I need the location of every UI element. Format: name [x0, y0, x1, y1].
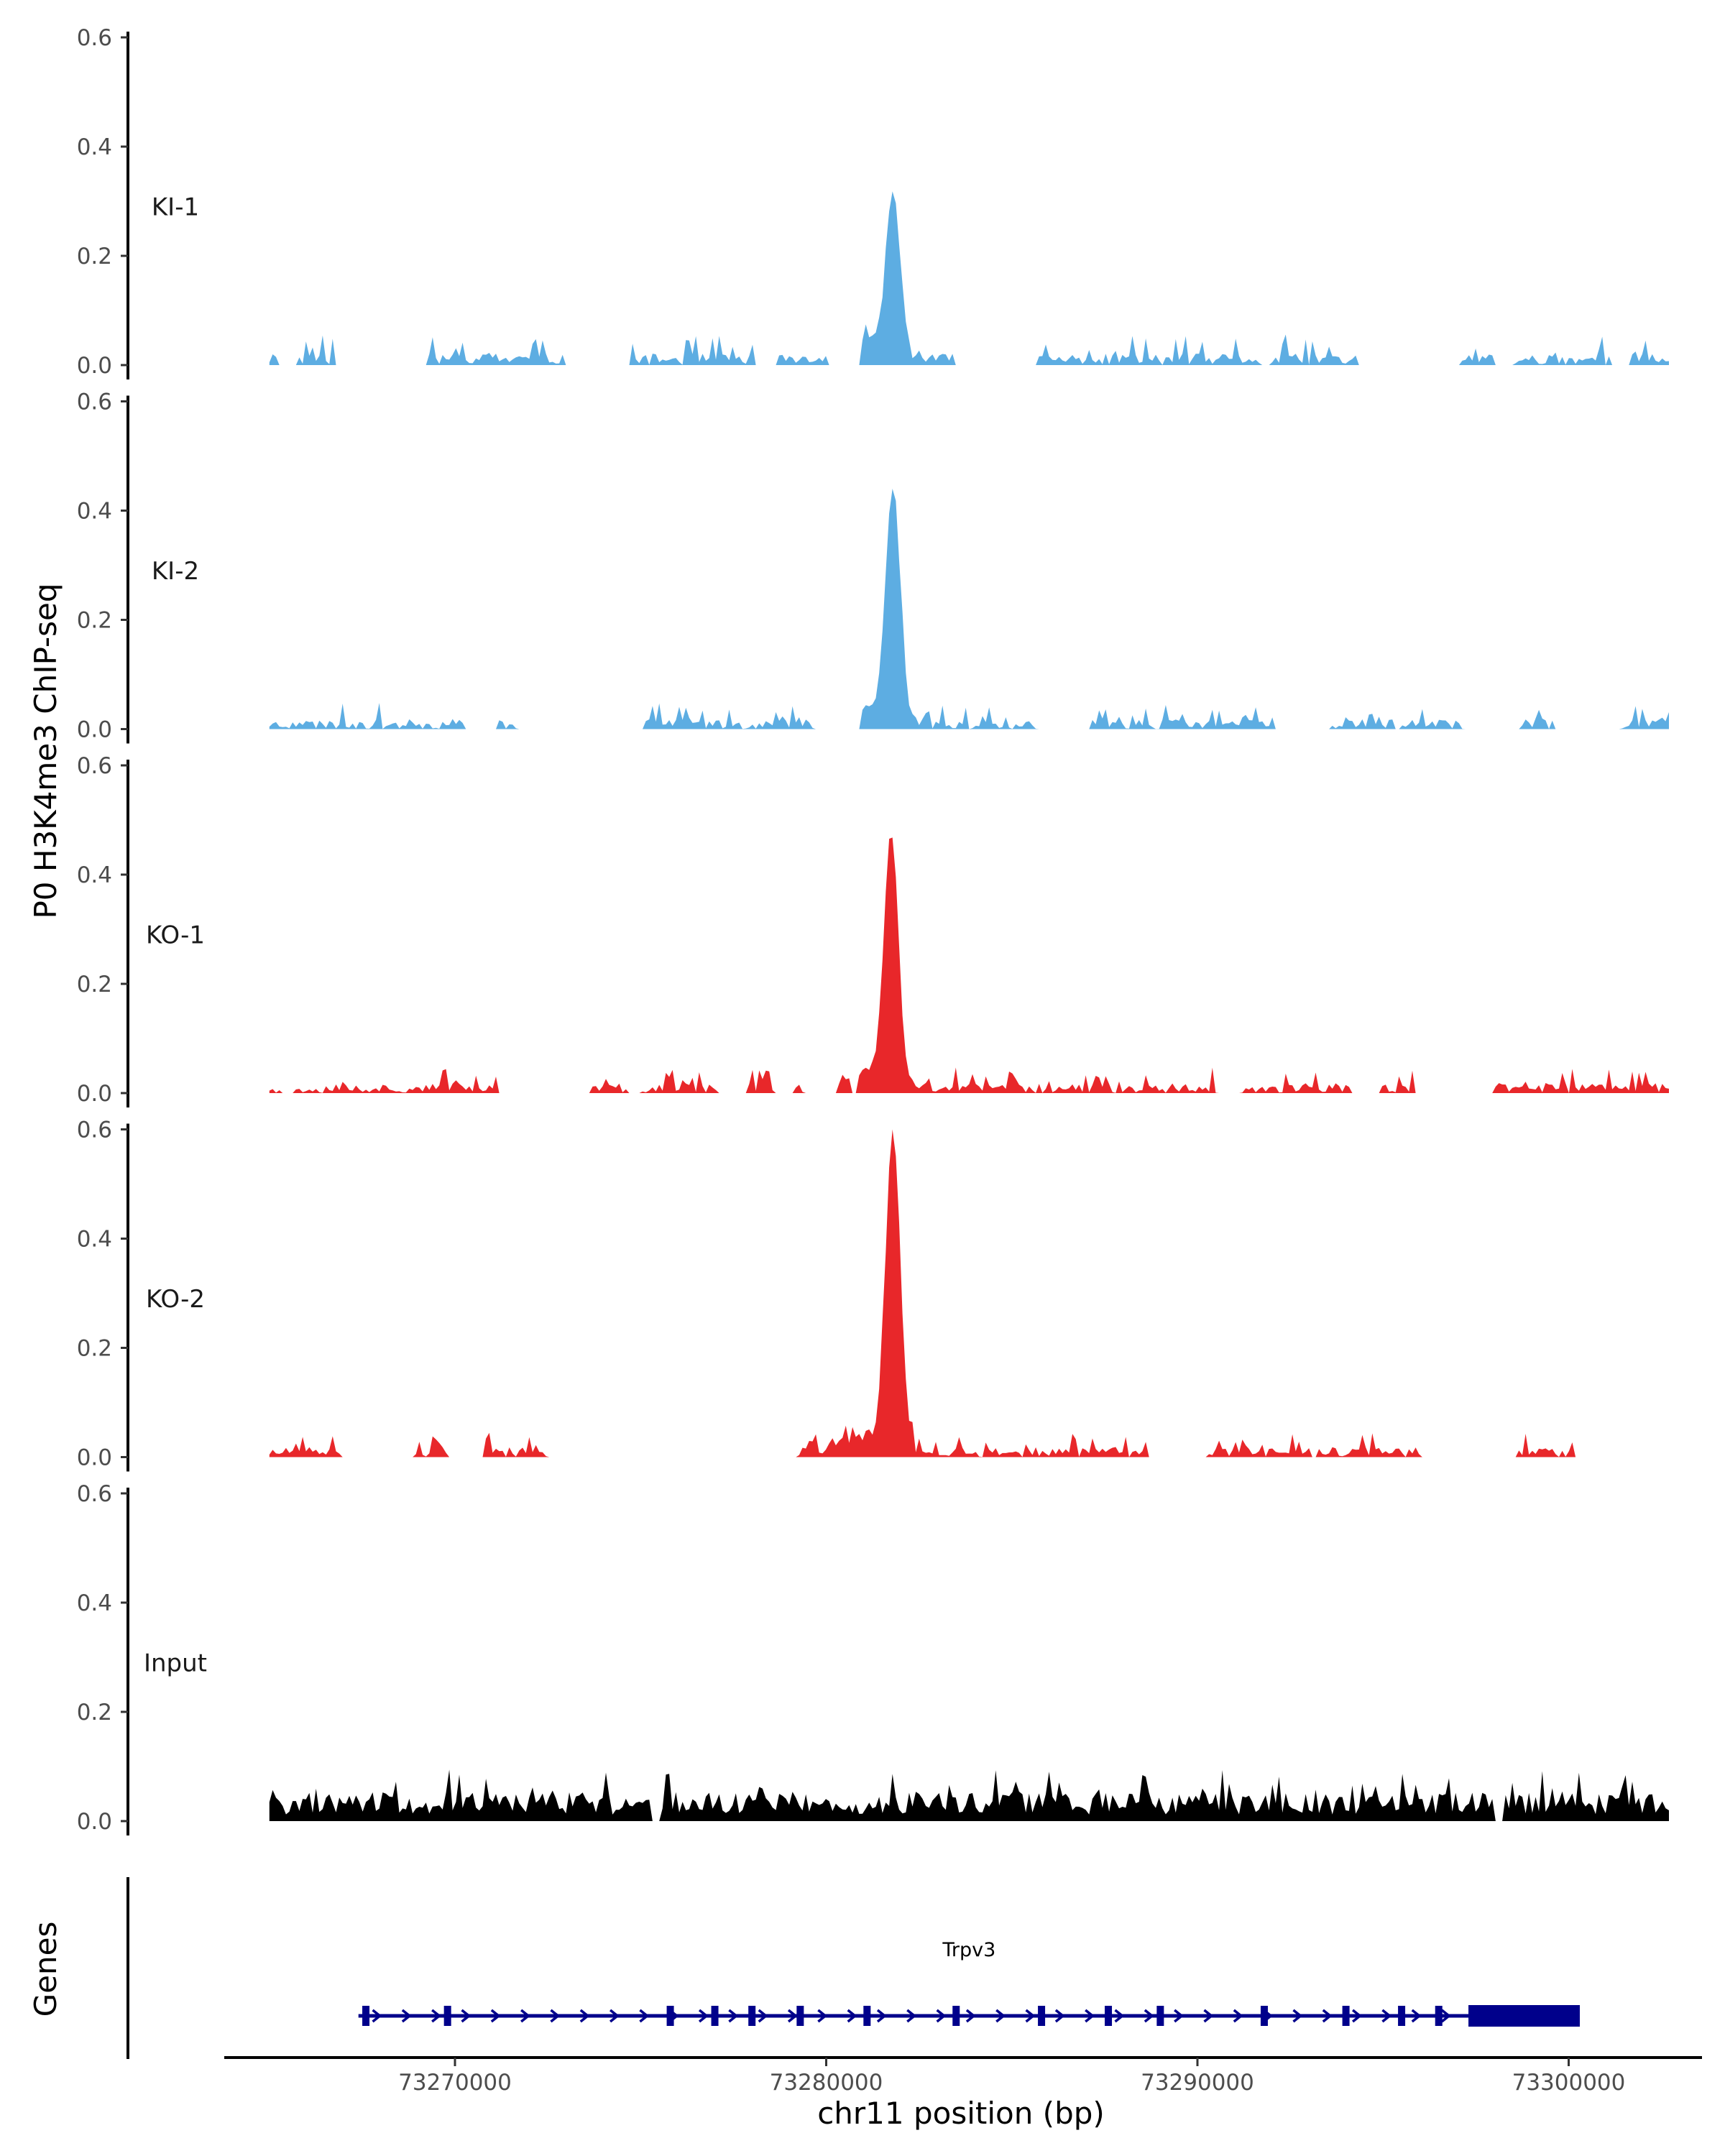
strand-arrow	[758, 2009, 768, 2023]
strand-arrow	[995, 2009, 1006, 2023]
strand-arrow	[401, 2009, 412, 2023]
strand-arrow	[1085, 2009, 1095, 2023]
strand-arrow	[372, 2009, 382, 2023]
strand-arrow	[1352, 2009, 1362, 2023]
exon	[1342, 2006, 1350, 2026]
y-tick-label: 0.2	[77, 972, 112, 998]
track-ko-1: 0.0 0.2 0.4 0.6 KO-1	[77, 753, 1669, 1107]
track-label: KO-2	[146, 1285, 205, 1314]
x-tick-label: 73280000	[770, 2070, 883, 2096]
signal-area	[269, 1769, 1669, 1821]
exon	[863, 2006, 871, 2026]
strand-arrow	[1233, 2009, 1243, 2023]
strand-arrow	[728, 2009, 739, 2023]
x-tick-label: 73270000	[398, 2070, 512, 2096]
track-label: KI-1	[152, 193, 199, 222]
tracks-layer: 0.00.20.40.6KI-10.00.20.40.6KI-20.00.20.…	[77, 25, 1669, 1835]
signal-area	[269, 489, 1669, 729]
y-tick-label: 0.6	[77, 390, 112, 415]
x-tick-label: 73290000	[1141, 2070, 1254, 2096]
y-tick-label: 0.4	[77, 1227, 112, 1253]
x-axis-title: chr11 position (bp)	[817, 2096, 1105, 2131]
signal-area	[269, 837, 1669, 1093]
y-tick-label: 0.0	[77, 717, 112, 743]
exon	[666, 2006, 674, 2026]
y-tick-label: 0.6	[77, 1118, 112, 1143]
x-tick-label: 73300000	[1512, 2070, 1626, 2096]
y-tick-label: 0.0	[77, 353, 112, 379]
x-axis: 73270000 73280000 73290000 73300000	[224, 2056, 1702, 2096]
track-label: KO-1	[146, 921, 205, 950]
exon-3prime	[1468, 2005, 1580, 2027]
strand-arrow	[936, 2009, 947, 2023]
track-label: Input	[144, 1649, 207, 1678]
y-tick-label: 0.6	[77, 753, 112, 779]
strand-arrow	[1203, 2009, 1214, 2023]
y-tick-label: 0.4	[77, 862, 112, 888]
strand-arrow	[965, 2009, 976, 2023]
y-tick-label: 0.2	[77, 244, 112, 270]
strand-arrow	[847, 2009, 857, 2023]
exon	[796, 2006, 804, 2026]
gene-model: Trpv3	[358, 1939, 1580, 2027]
strand-arrow	[817, 2009, 828, 2023]
y-tick-label: 0.4	[77, 1590, 112, 1616]
strand-arrow	[520, 2009, 530, 2023]
exon	[1260, 2006, 1268, 2026]
strand-arrow	[639, 2009, 650, 2023]
y-tick-label: 0.4	[77, 499, 112, 525]
strand-arrow	[1025, 2009, 1036, 2023]
signal-area	[269, 1129, 1669, 1457]
track-label: KI-2	[152, 557, 199, 586]
exon	[1038, 2006, 1046, 2026]
y-tick-label: 0.2	[77, 1700, 112, 1726]
exon	[952, 2006, 960, 2026]
exon	[1156, 2006, 1164, 2026]
strand-arrow	[1440, 2009, 1451, 2023]
signal-area	[269, 191, 1669, 365]
track-ko-2: 0.0 0.2 0.4 0.6 KO-2	[77, 1118, 1669, 1472]
strand-arrow	[1144, 2009, 1154, 2023]
exon	[711, 2006, 719, 2026]
track-ki-2: 0.0 0.2 0.4 0.6 KI-2	[77, 390, 1669, 744]
strand-arrow	[490, 2009, 501, 2023]
y-tick-label: 0.4	[77, 134, 112, 160]
exon	[443, 2006, 451, 2026]
y-axis-title: P0 H3K4me3 ChIP-seq	[28, 583, 63, 918]
genes-axis-title: Genes	[28, 1922, 63, 2017]
strand-arrow	[550, 2009, 561, 2023]
strand-arrow	[1292, 2009, 1303, 2023]
y-tick-label: 0.0	[77, 1809, 112, 1835]
strand-arrow	[431, 2009, 441, 2023]
gene-name: Trpv3	[942, 1939, 995, 1961]
y-tick-label: 0.0	[77, 1445, 112, 1471]
strand-arrow	[579, 2009, 590, 2023]
strand-arrow	[1054, 2009, 1065, 2023]
strand-arrow	[876, 2009, 887, 2023]
exon	[1435, 2006, 1443, 2026]
strand-arrow	[787, 2009, 798, 2023]
strand-arrow	[461, 2009, 472, 2023]
strand-arrow	[1114, 2009, 1125, 2023]
strand-arrow	[1381, 2009, 1392, 2023]
genes-layer: Trpv3 73270000 73280000 73290000 73300000	[126, 1877, 1702, 2096]
exon	[362, 2006, 370, 2026]
exon	[1105, 2006, 1113, 2026]
strand-arrow	[906, 2009, 917, 2023]
y-tick-label: 0.6	[77, 25, 112, 51]
track-input: 0.0 0.2 0.4 0.6 Input	[77, 1481, 1669, 1835]
y-tick-label: 0.6	[77, 1481, 112, 1507]
strand-arrow	[1174, 2009, 1184, 2023]
y-tick-label: 0.0	[77, 1081, 112, 1107]
y-tick-label: 0.2	[77, 608, 112, 634]
strand-arrow	[610, 2009, 620, 2023]
strand-arrow	[1322, 2009, 1333, 2023]
exon	[1398, 2006, 1406, 2026]
y-tick-label: 0.2	[77, 1336, 112, 1362]
track-ki-1: 0.0 0.2 0.4 0.6 KI-1	[77, 25, 1669, 379]
strand-arrow	[698, 2009, 709, 2023]
exon	[748, 2006, 756, 2026]
strand-arrow	[1411, 2009, 1422, 2023]
